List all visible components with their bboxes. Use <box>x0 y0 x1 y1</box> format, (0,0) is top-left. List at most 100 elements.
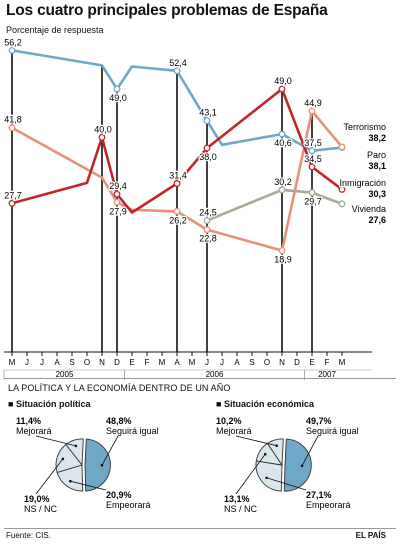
year-label: 2005 <box>56 370 74 379</box>
brand-label: EL PAÍS <box>355 531 386 540</box>
pie-leader-dot <box>100 463 104 467</box>
chart-title: Los cuatro principales problemas de Espa… <box>6 2 328 19</box>
month-tick-label: F <box>145 358 150 367</box>
month-tick-label: J <box>220 358 224 367</box>
month-tick-label: J <box>25 358 29 367</box>
data-point-terrorismo <box>338 143 346 151</box>
month-tick-label: S <box>249 358 254 367</box>
pie-leader-dot <box>275 444 278 447</box>
data-point-paro <box>203 117 211 125</box>
data-label-terrorismo: 26,2 <box>169 215 187 225</box>
data-label-inmigracion: 38,0 <box>199 152 217 162</box>
data-label-paro: 49,0 <box>109 93 127 103</box>
data-label-terrorismo: 27,9 <box>109 206 127 216</box>
pie-leader-dot <box>263 452 267 456</box>
data-label-inmigracion: 27,7 <box>4 190 22 200</box>
pie-slice-seguira-igual <box>283 438 312 492</box>
data-label-inmigracion: 40,0 <box>94 124 112 134</box>
data-point-paro <box>173 67 181 75</box>
series-name-vivienda: Vivienda <box>352 204 386 214</box>
month-tick-label: O <box>264 358 270 367</box>
month-tick-label: O <box>84 358 90 367</box>
pie-political-title: Situación política <box>15 399 91 409</box>
data-label-paro: 52,4 <box>169 58 187 68</box>
data-point-paro <box>8 46 16 54</box>
data-point-vivienda <box>203 217 211 224</box>
footer-divider <box>4 528 396 529</box>
pie-label-ns-nc: NS / NC <box>224 504 258 514</box>
pie-leader-line <box>235 435 277 447</box>
data-point-vivienda <box>278 186 286 194</box>
data-label-paro: 40,6 <box>274 138 292 148</box>
data-point-terrorismo <box>173 207 181 215</box>
series-end-value-vivienda: 27,6 <box>368 215 386 225</box>
pie-slice-seguira-igual <box>84 438 111 492</box>
pie-leader-dot <box>69 479 72 483</box>
pie-economic-title: Situación económica <box>223 399 314 409</box>
data-point-terrorismo <box>8 124 16 132</box>
pie-label-ns-nc: NS / NC <box>24 504 58 514</box>
data-point-terrorismo <box>113 198 121 206</box>
year-label: 2006 <box>206 370 224 379</box>
pie-political-heading: ■ Situación política <box>8 399 90 409</box>
month-tick-label: E <box>129 358 134 367</box>
data-label-vivienda: 30,2 <box>274 177 292 187</box>
data-label-terrorismo: 41,8 <box>4 115 22 125</box>
month-tick-label: J <box>205 358 209 367</box>
month-tick-label: M <box>159 358 166 367</box>
series-name-terrorismo: Terrorismo <box>343 122 386 132</box>
data-point-inmigracion <box>98 133 106 141</box>
data-point-inmigracion <box>173 180 181 187</box>
series-line-vivienda <box>206 188 343 222</box>
pie-leader-line <box>235 453 266 495</box>
pie-leader-dot <box>300 464 304 468</box>
pie-leader-dot <box>61 457 65 461</box>
data-point-vivienda <box>338 200 346 208</box>
section-divider <box>4 378 396 379</box>
pie-political-chart: 48,8%Seguirá igual 20,9%Empeorará 19,0%NS … <box>16 416 159 514</box>
data-label-inmigracion: 29,4 <box>109 181 127 191</box>
series-end-value-inmigracion: 30,3 <box>368 189 386 199</box>
pie-value-mejorara: 10,2% <box>216 416 242 426</box>
data-label-inmigracion: 31,4 <box>169 170 187 180</box>
month-tick-label: F <box>325 358 330 367</box>
pie-label-seguira-igual: Seguirá igual <box>306 426 359 436</box>
data-point-inmigracion <box>338 185 346 193</box>
pie-value-ns-nc: 13,1% <box>224 494 250 504</box>
series-end-value-paro: 38,1 <box>368 161 386 171</box>
pie-slice-empeorara <box>56 464 84 492</box>
month-tick-label: M <box>9 358 16 367</box>
series-name-inmigracion: Inmigración <box>339 178 386 188</box>
source-note: Fuente: CIS. <box>6 531 51 540</box>
data-label-vivienda: 29,7 <box>304 197 322 207</box>
pie-leader-line <box>301 435 319 466</box>
data-point-paro <box>113 85 121 93</box>
pie-economic-heading: ■ Situación económica <box>216 399 314 409</box>
month-tick-label: E <box>309 358 314 367</box>
chart-subtitle: Porcentaje de respuesta <box>6 25 104 35</box>
month-tick-label: N <box>99 358 105 367</box>
pie-value-ns-nc: 19,0% <box>24 494 50 504</box>
data-point-terrorismo <box>308 107 316 115</box>
data-label-terrorismo: 22,8 <box>199 234 217 244</box>
month-tick-label: A <box>234 358 240 367</box>
data-label-paro: 37,5 <box>304 138 322 148</box>
series-end-value-terrorismo: 38,2 <box>368 133 386 143</box>
data-label-inmigracion: 49,0 <box>274 76 292 86</box>
pie-value-empeorara: 27,1% <box>306 490 332 500</box>
data-point-inmigracion <box>8 199 16 207</box>
series-line-paro <box>11 49 343 153</box>
data-label-vivienda: 24,5 <box>199 208 217 218</box>
month-tick-label: J <box>40 358 44 367</box>
pie-label-empeorara: Empeorará <box>306 500 351 510</box>
month-tick-label: D <box>294 358 300 367</box>
pie-value-empeorara: 20,9% <box>106 490 132 500</box>
pie-label-mejorara: Mejorará <box>216 426 252 436</box>
data-label-paro: 43,1 <box>199 108 217 118</box>
data-point-inmigracion <box>113 190 121 198</box>
section-title: LA POLÍTICA Y LA ECONOMÍA DENTRO DE UN A… <box>8 383 231 393</box>
pie-leader-dot <box>265 476 268 480</box>
data-point-inmigracion <box>278 85 286 93</box>
pie-label-seguira-igual: Seguirá igual <box>106 426 159 436</box>
